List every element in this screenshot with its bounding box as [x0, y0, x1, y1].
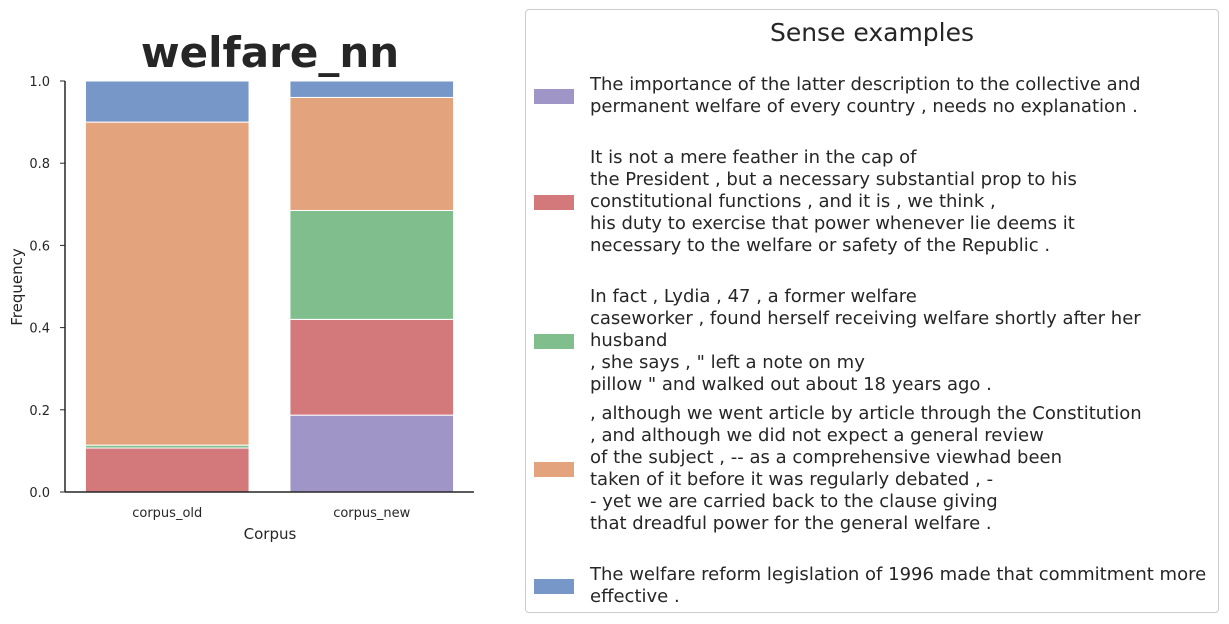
legend-entry: In fact , Lydia , 47 , a former welfare …	[534, 286, 1212, 396]
x-tick-label: corpus_new	[333, 506, 410, 521]
x-ticks-group: corpus_old corpus_new	[132, 506, 410, 521]
legend-swatch	[534, 333, 574, 349]
bars-group	[84, 80, 455, 493]
y-tick-label: 0.4	[29, 322, 50, 337]
legend-entry: , although we went article by article th…	[534, 403, 1212, 535]
chart-title: welfare_nn	[141, 28, 399, 77]
bar-segment-corpus_new-1	[289, 318, 455, 416]
bar-segment-corpus_old-4	[84, 80, 250, 123]
bar-segment-corpus_old-1	[84, 447, 250, 493]
bar-segment-corpus_new-0	[289, 414, 455, 493]
y-tick-label: 0.8	[29, 157, 50, 172]
legend-entry-text: , although we went article by article th…	[590, 403, 1142, 534]
x-tick-label: corpus_old	[132, 506, 202, 521]
legend-title: Sense examples	[769, 18, 975, 47]
legend-swatch	[534, 461, 574, 477]
y-tick-label: 1.0	[29, 75, 50, 90]
y-axis-label: Frequency	[8, 248, 26, 326]
y-tick-label: 0.6	[29, 239, 50, 254]
bar-segment-corpus_new-4	[289, 80, 455, 98]
bar-segment-corpus_new-2	[289, 209, 455, 320]
legend-swatch	[534, 578, 574, 594]
x-axis-label: Corpus	[244, 525, 297, 543]
bar-segment-corpus_old-3	[84, 121, 250, 446]
legend-entry: The welfare reform legislation of 1996 m…	[534, 564, 1212, 608]
legend-entry-text: The importance of the latter description…	[590, 74, 1141, 117]
y-tick-label: 0.2	[29, 404, 50, 419]
legend-swatch	[534, 88, 574, 104]
chart: welfare_nn 0.0 0.2 0.4 0.6 0.8 1.0 corpus_old…	[8, 28, 474, 543]
legend-entry: The importance of the latter description…	[534, 74, 1212, 118]
y-tick-label: 0.0	[29, 486, 50, 501]
y-ticks-group: 0.0 0.2 0.4 0.6 0.8 1.0	[29, 75, 65, 501]
legend-entry-text: In fact , Lydia , 47 , a former welfare …	[590, 286, 1141, 395]
legend-entry-text: It is not a mere feather in the cap of t…	[590, 147, 1077, 256]
legend: Sense examples The importance of the lat…	[525, 9, 1219, 613]
legend-entry: It is not a mere feather in the cap of t…	[534, 147, 1212, 257]
legend-entry-text: The welfare reform legislation of 1996 m…	[590, 564, 1207, 607]
legend-swatch	[534, 194, 574, 210]
bar-segment-corpus_new-3	[289, 96, 455, 211]
